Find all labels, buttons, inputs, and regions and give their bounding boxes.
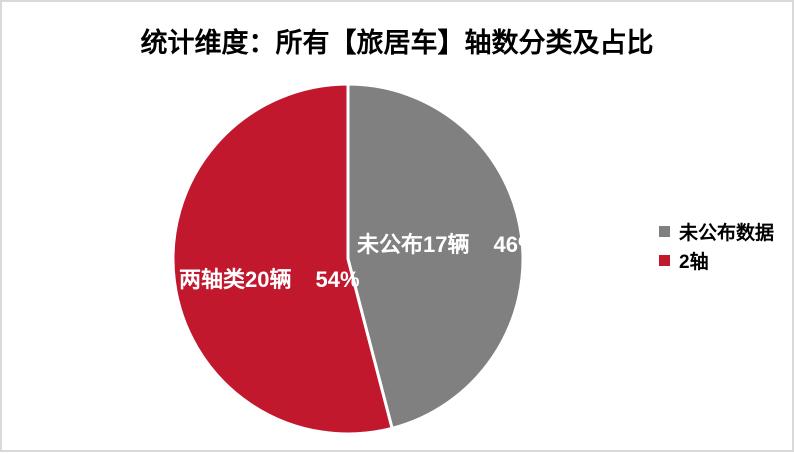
- slice-percent-text: 54%: [315, 267, 360, 292]
- slice-label-text: 两轴类20辆: [179, 267, 292, 292]
- pie-slice-1: [171, 82, 394, 436]
- legend-label: 未公布数据: [679, 223, 775, 244]
- legend-item-two-axle: 2轴: [659, 250, 774, 273]
- legend-label: 2轴: [679, 252, 709, 273]
- slice-percent-text: 46%: [493, 232, 538, 257]
- chart-title: 统计维度：所有【旅居车】轴数分类及占比: [140, 28, 654, 58]
- legend-swatch-gray: [659, 226, 670, 237]
- legend-swatch-red: [659, 255, 670, 266]
- slice-label-text: 未公布17辆: [357, 232, 470, 257]
- slice-label-two-axle: 两轴类20辆 54%: [179, 268, 360, 292]
- slice-label-unpublished: 未公布17辆 46%: [357, 233, 538, 257]
- pie-slice-0: [346, 82, 525, 430]
- legend-item-unpublished: 未公布数据: [659, 221, 775, 244]
- legend: 未公布数据 2轴: [659, 221, 775, 273]
